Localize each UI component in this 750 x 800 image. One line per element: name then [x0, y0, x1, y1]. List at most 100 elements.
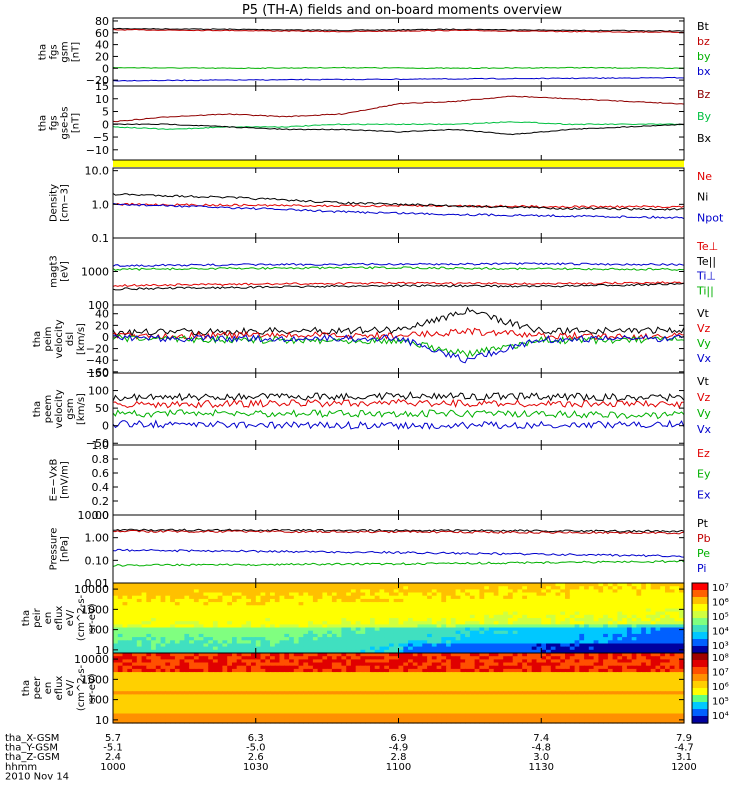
ephemeris-value: 1100 [386, 762, 411, 773]
y-axis-label: [km/s] [76, 393, 87, 425]
series-line-Pt [113, 528, 685, 533]
y-tick-label: 0.0 [92, 509, 110, 522]
series-line-Pi [112, 548, 685, 558]
y-axis-label: [nPa] [60, 536, 71, 562]
y-axis-label: fgs [49, 115, 60, 130]
panel-frame [112, 444, 685, 516]
legend-Ez: Ez [697, 447, 710, 460]
ephemeris-value: 7.9 [676, 733, 692, 744]
y-axis-label: (cm^2-s- [76, 594, 87, 641]
ephemeris-label: tha_Y-GSM [5, 743, 58, 754]
series-line-Vy [112, 408, 685, 420]
y-tick-label: 100 [88, 624, 109, 637]
y-tick-label: 0.10 [85, 554, 110, 567]
y-tick-label: 15 [95, 80, 109, 93]
series-line-Bx [113, 123, 685, 136]
y-axis-label: [mV/m] [60, 461, 71, 499]
y-tick-label: 0 [102, 420, 109, 433]
legend-By: By [697, 110, 712, 123]
series-line-Ti|| [112, 266, 685, 271]
y-tick-label: 100 [88, 385, 109, 398]
y-axis-label: E=−VxB [49, 459, 60, 502]
y-axis-label: fgs [49, 44, 60, 59]
legend-Vz: Vz [697, 322, 711, 335]
y-axis-label: eflux [54, 606, 65, 631]
series-line-Bz [112, 95, 685, 123]
legend-bx: bx [697, 65, 711, 78]
y-axis-label: en [43, 612, 54, 625]
y-axis-label: peem [43, 395, 54, 423]
legend-Te||: Te|| [696, 255, 716, 268]
y-tick-label: 150 [88, 367, 109, 380]
ephemeris-value: 7.4 [533, 733, 549, 744]
y-axis-label: [eV] [60, 261, 71, 282]
panel-peer_spectrogram: 10⁸ 10⁷ 10⁶ 10⁵ 10⁴ 10000 1000 100 10 tha peer en ef… [21, 652, 729, 727]
legend-Vy: Vy [697, 337, 711, 350]
y-tick-label: 60 [95, 27, 109, 40]
coverage-strip [113, 160, 684, 167]
y-tick-label: 0 [102, 62, 109, 75]
y-axis-label: Density [49, 184, 60, 222]
series-line-Vt [112, 391, 685, 402]
y-tick-label: 10000 [74, 653, 109, 666]
y-axis-label: tha [21, 680, 32, 696]
series-line-Vt [112, 306, 685, 337]
legend-by: by [697, 50, 711, 63]
ephemeris-value: -4.8 [531, 743, 551, 754]
legend-Te⊥: Te⊥ [696, 240, 718, 253]
legend-Bx: Bx [697, 132, 712, 145]
series-line-Npot [112, 202, 685, 220]
y-axis-label: velocity [54, 319, 65, 358]
colorbar-tick-label: 10⁶ [712, 598, 729, 609]
figure-title: P5 (TH-A) fields and on-board moments ov… [242, 3, 562, 18]
series-line-by [112, 66, 685, 70]
y-axis-label: peim [43, 326, 54, 351]
legend-Vt: Vt [697, 307, 710, 320]
y-tick-label: 10000 [74, 583, 109, 596]
legend-Pt: Pt [697, 517, 709, 530]
y-tick-label: 100 [88, 299, 109, 312]
y-tick-label: 100 [88, 694, 109, 707]
legend-Npot: Npot [697, 211, 724, 224]
series-line-Pb [112, 529, 685, 535]
legend-Vt: Vt [697, 375, 710, 388]
panel-frame [112, 514, 685, 584]
series-line-Vz [112, 398, 685, 409]
y-tick-label: 1000 [81, 266, 109, 279]
y-tick-label: −5 [93, 131, 109, 144]
panel-e_vxb: 1.00.80.60.40.20.0 E=−VxB [mV/m] Ez Ey Ex [49, 439, 711, 522]
legend-Ti⊥: Ti⊥ [696, 270, 716, 283]
y-tick-label: 0 [102, 331, 109, 344]
y-tick-label: 10.00 [78, 509, 110, 522]
panel-peir_spectrogram: 10⁷ 10⁶ 10⁵ 10⁴ 10³ 10000 1000 100 10 tha peir en ef… [21, 582, 729, 657]
colorbar-tick-label: 10⁸ [712, 653, 729, 664]
y-tick-label: 1000 [81, 603, 109, 616]
series-line-Pe [112, 559, 685, 567]
y-axis-label: tha [21, 610, 32, 626]
colorbar-tick-label: 10⁷ [712, 668, 729, 679]
y-axis-label: tha [38, 115, 49, 131]
series-line-bz [112, 29, 685, 33]
colorbar-tick-label: 10³ [712, 641, 729, 652]
y-tick-label: −50 [86, 437, 109, 450]
y-axis-label: peir [32, 607, 43, 627]
y-tick-label: 40 [95, 39, 109, 52]
series-line-Te⊥ [112, 281, 685, 287]
y-axis-label: eV/ [65, 609, 76, 626]
y-tick-label: 0.1 [92, 232, 110, 245]
y-axis-label: eflux [54, 676, 65, 701]
legend-Ey: Ey [697, 468, 711, 481]
y-axis-label: (cm^2-s- [76, 664, 87, 711]
series-line-Vz [112, 327, 685, 341]
y-axis-label: en [43, 682, 54, 695]
colorbar [691, 652, 709, 724]
y-axis-label: tha [32, 401, 43, 417]
y-tick-label: −20 [86, 343, 109, 356]
series-line-Vx [112, 419, 685, 431]
panel-frame [112, 17, 685, 87]
colorbar-tick-label: 10⁶ [712, 682, 729, 693]
panel-pressure: 10.00 1.00 0.10 0.01 Pressure [nPa] Pt Pb Pe Pi [49, 509, 711, 590]
